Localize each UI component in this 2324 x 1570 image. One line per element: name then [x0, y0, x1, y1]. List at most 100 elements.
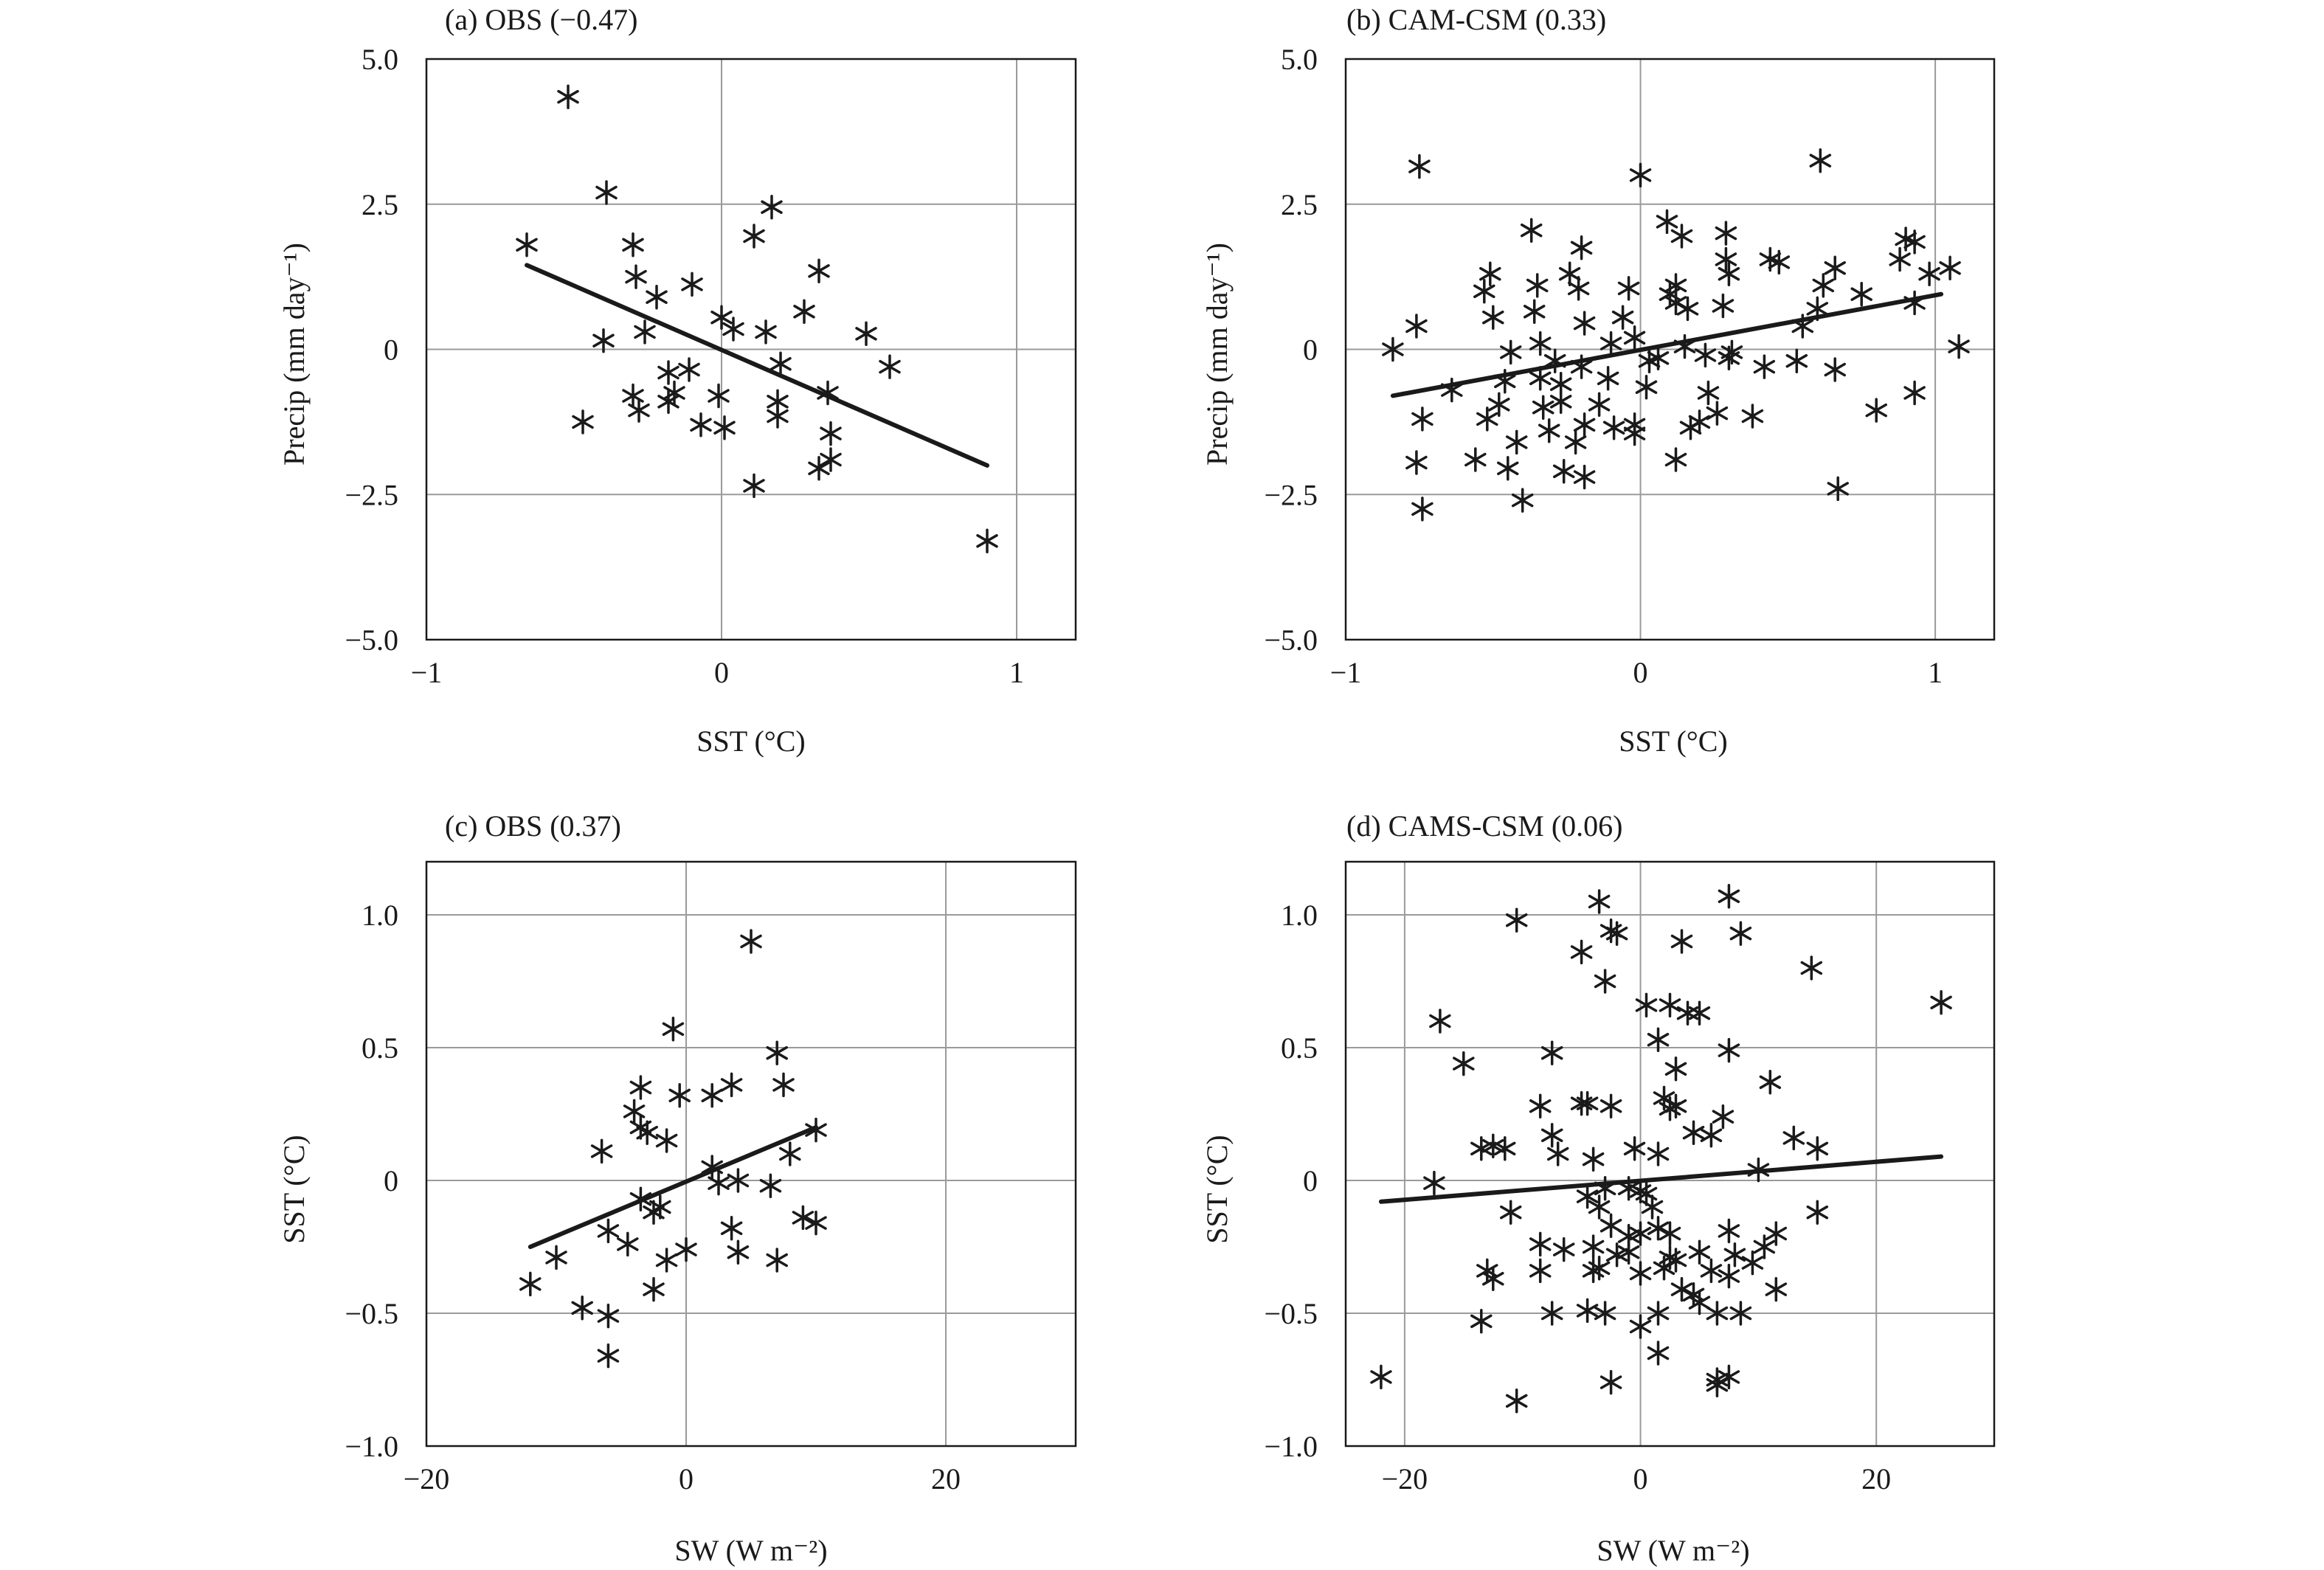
panel-a-x-axis-label: SST (°C) — [696, 725, 806, 758]
data-point — [1605, 921, 1628, 946]
data-point — [1494, 369, 1516, 394]
data-point — [1538, 418, 1560, 443]
data-point — [1765, 1276, 1788, 1302]
data-point — [1594, 1301, 1616, 1326]
data-point — [1482, 305, 1504, 330]
data-point — [1594, 1176, 1616, 1201]
data-point — [1576, 1183, 1599, 1209]
data-point — [1629, 1261, 1652, 1286]
data-point — [1827, 476, 1849, 502]
panel-c-frame — [425, 860, 1077, 1448]
data-point — [1656, 209, 1678, 235]
panel-b-title: (b) CAM-CSM (0.33) — [1346, 3, 1606, 36]
panel-d-grid — [1346, 862, 1994, 1446]
y-tick-label: 1.0 — [1281, 899, 1318, 932]
data-point — [1765, 1221, 1788, 1246]
data-point — [1529, 331, 1552, 356]
data-point — [1729, 1301, 1752, 1326]
data-point — [1476, 407, 1498, 432]
data-point — [1617, 1176, 1640, 1201]
data-point — [657, 389, 679, 415]
data-point — [1505, 429, 1528, 455]
data-point — [1741, 404, 1764, 429]
data-point — [1918, 261, 1940, 286]
y-tick-label: 0 — [384, 1164, 398, 1197]
panel-a: (a) OBS (−0.47) Precip (mm day⁻¹) SST (°… — [277, 3, 1077, 758]
data-point — [1382, 336, 1404, 362]
data-point — [1729, 921, 1752, 946]
data-point — [1723, 1242, 1746, 1268]
panel-b-y-axis-label: Precip (mm day⁻¹) — [1200, 243, 1234, 466]
y-tick-label: −1.0 — [1264, 1430, 1318, 1463]
data-point — [1903, 290, 1926, 316]
data-point — [1605, 1242, 1628, 1268]
data-point — [1570, 235, 1593, 260]
data-point — [1659, 1221, 1681, 1246]
data-point — [1453, 1051, 1475, 1076]
data-point — [1532, 395, 1554, 420]
panel-b: (b) CAM-CSM (0.33) Precip (mm day⁻¹) SST… — [1200, 3, 1996, 758]
data-point — [1558, 261, 1581, 286]
data-point — [1903, 380, 1926, 406]
data-point — [1782, 1125, 1805, 1151]
data-point — [1824, 357, 1846, 382]
data-point — [1670, 1276, 1693, 1302]
data-point — [1768, 249, 1791, 275]
y-tick-label: −5.0 — [345, 623, 398, 657]
data-point — [779, 1141, 801, 1166]
data-point — [759, 1173, 782, 1198]
data-point — [1523, 299, 1546, 325]
data-point — [1588, 889, 1611, 914]
data-point — [1370, 1364, 1392, 1390]
data-point — [1718, 1364, 1740, 1390]
data-point — [1694, 342, 1717, 368]
data-point — [1588, 392, 1611, 418]
data-point — [557, 84, 579, 109]
y-tick-label: 5.0 — [362, 43, 398, 76]
data-point — [808, 456, 830, 481]
data-point — [1540, 1301, 1563, 1326]
data-point — [1511, 488, 1534, 513]
data-point — [1494, 1136, 1516, 1161]
data-point — [740, 929, 762, 954]
data-point — [1573, 412, 1596, 438]
data-point — [1623, 1136, 1646, 1161]
data-point — [1712, 293, 1735, 319]
panel-c-x-axis-label: SW (W m⁻²) — [674, 1534, 827, 1567]
data-point — [545, 1245, 567, 1270]
data-point — [713, 415, 736, 440]
y-tick-label: 0.5 — [362, 1031, 398, 1065]
data-point — [590, 1138, 613, 1164]
panel-a-y-axis-label: Precip (mm day⁻¹) — [277, 243, 311, 466]
data-point — [597, 1218, 620, 1244]
data-point — [1408, 153, 1431, 179]
data-point — [1753, 354, 1776, 379]
data-point — [657, 360, 679, 385]
y-tick-label: 0.5 — [1281, 1031, 1318, 1065]
data-point — [1948, 333, 1970, 359]
data-point — [1647, 1341, 1670, 1366]
data-point — [516, 232, 538, 257]
data-point — [808, 258, 830, 284]
data-point — [1809, 148, 1832, 173]
data-point — [1582, 1147, 1605, 1172]
data-point — [1423, 1170, 1445, 1196]
data-point — [1850, 281, 1872, 307]
data-point — [622, 383, 644, 409]
data-point — [1688, 409, 1711, 435]
x-tick-label: 1 — [1009, 656, 1024, 689]
data-point — [1482, 1266, 1504, 1291]
data-point — [1629, 162, 1652, 188]
data-point — [1576, 1090, 1599, 1116]
data-point — [1600, 331, 1622, 356]
data-point — [1700, 1258, 1723, 1284]
data-point — [855, 321, 877, 347]
data-point — [1497, 456, 1519, 481]
data-point — [766, 1248, 788, 1273]
data-point — [1718, 884, 1740, 909]
data-point — [1543, 348, 1566, 373]
data-point — [1567, 276, 1590, 301]
data-point — [617, 1231, 639, 1257]
data-point — [1720, 339, 1743, 365]
data-point — [1688, 1239, 1711, 1265]
